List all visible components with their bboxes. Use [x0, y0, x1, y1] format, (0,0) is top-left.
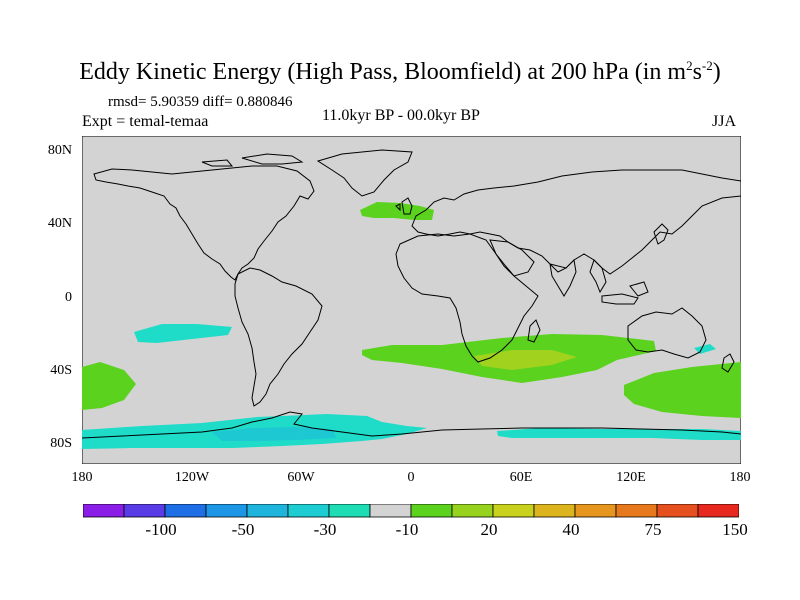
- coast-greenland: [316, 149, 413, 197]
- colorbar-label-150: 150: [722, 520, 748, 539]
- y-label-80n: 80N: [47, 143, 72, 158]
- coast-north-america: [93, 165, 315, 281]
- coast-southeast-asia: [589, 259, 649, 305]
- anomaly-australia-east: [624, 362, 741, 418]
- stats-label: rmsd= 5.90359 diff= 0.880846: [108, 94, 293, 110]
- coast-europe: [411, 169, 741, 275]
- colorbar-label-20: 20: [480, 520, 498, 539]
- colorbar-label-neg30: -30: [313, 520, 337, 539]
- colorbar-cell: [451, 504, 494, 518]
- x-label-180w: 180: [71, 470, 93, 485]
- x-label-0: 0: [407, 470, 415, 485]
- colorbar: [83, 504, 739, 518]
- colorbar-cell: [287, 504, 330, 518]
- map-background: [82, 136, 741, 464]
- colorbar-cell: [83, 504, 125, 518]
- x-label-60e: 60E: [509, 470, 533, 485]
- x-label-120w: 120W: [174, 470, 210, 485]
- coast-japan: [653, 223, 669, 245]
- colorbar-label-neg100: -100: [145, 520, 177, 539]
- colorbar-cell: [492, 504, 535, 518]
- colorbar-cell: [615, 504, 658, 518]
- experiment-label: Expt = temal-temaa: [82, 113, 209, 130]
- x-label-60w: 60W: [287, 470, 315, 485]
- y-label-40n: 40N: [47, 216, 72, 231]
- colorbar-cell: [246, 504, 289, 518]
- colorbar-label-neg10: -10: [395, 520, 419, 539]
- eke-map: [82, 136, 741, 464]
- colorbar-label-neg50: -50: [231, 520, 255, 539]
- coast-africa: [395, 233, 539, 363]
- period-label: 11.0kyr BP - 00.0kyr BP: [322, 107, 480, 124]
- colorbar-cell: [574, 504, 617, 518]
- coast-antarctica: [82, 411, 741, 439]
- anomaly-north-atlantic: [360, 202, 434, 220]
- colorbar-cell: [656, 504, 699, 518]
- anomaly-south-pacific-west: [82, 362, 136, 410]
- colorbar-label-75: 75: [644, 520, 662, 539]
- colorbar-cell: [164, 504, 207, 518]
- colorbar-cell: [697, 504, 739, 518]
- colorbar-label-40: 40: [562, 520, 580, 539]
- colorbar-cell: [123, 504, 166, 518]
- coastlines: [82, 149, 741, 439]
- colorbar-cell: [533, 504, 576, 518]
- anomaly-indian-ocean-max: [474, 350, 577, 370]
- anomaly-antarctic-indian: [497, 428, 741, 440]
- coast-arctic-islands: [201, 153, 304, 167]
- anomaly-tasman: [694, 344, 716, 354]
- y-label-80s: 80S: [50, 436, 72, 451]
- y-label-equator: 0: [65, 290, 72, 305]
- chart-title: Eddy Kinetic Energy (High Pass, Bloomfie…: [79, 58, 721, 85]
- anomaly-antarctic-core: [212, 427, 337, 441]
- coast-madagascar: [527, 319, 541, 343]
- coast-australia: [627, 307, 707, 359]
- coast-new-zealand: [721, 353, 735, 373]
- colorbar-cell: [410, 504, 453, 518]
- coast-british-isles: [395, 197, 413, 215]
- colorbar-cell: [369, 504, 412, 518]
- x-label-120e: 120E: [616, 470, 646, 485]
- y-label-40s: 40S: [50, 363, 72, 378]
- colorbar-cell: [328, 504, 371, 518]
- x-label-180e: 180: [729, 470, 751, 485]
- anomaly-south-pacific-east: [134, 324, 232, 343]
- coast-south-america: [234, 267, 323, 407]
- coast-arabia: [489, 239, 535, 277]
- season-label: JJA: [712, 113, 737, 130]
- coast-india: [549, 258, 577, 297]
- colorbar-cell: [205, 504, 248, 518]
